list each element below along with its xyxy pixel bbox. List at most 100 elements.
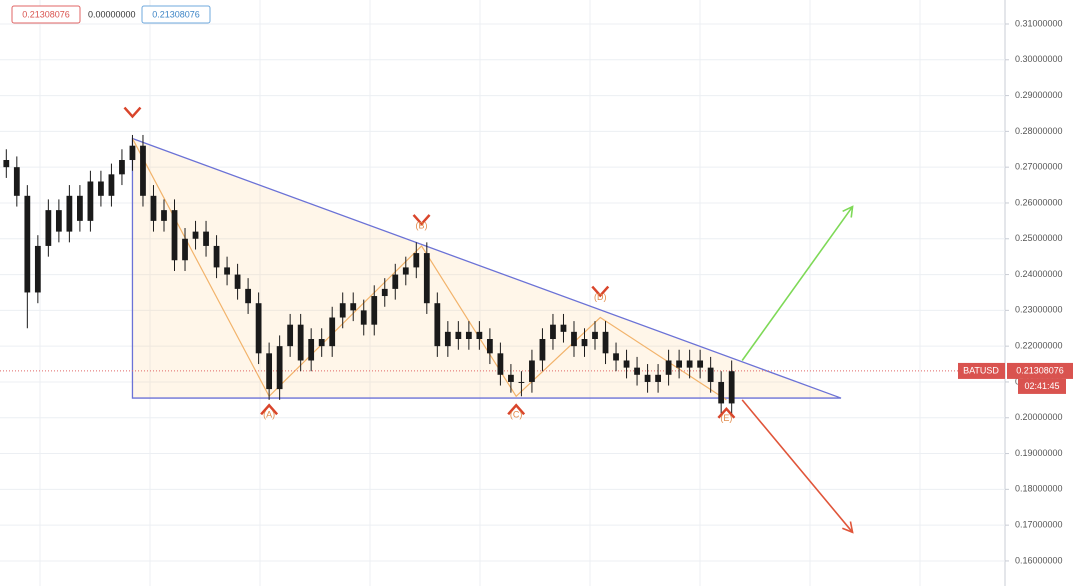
candle-body <box>686 360 693 368</box>
readout-value: 0.21308076 <box>22 9 70 19</box>
candle-body <box>276 346 283 390</box>
candle-body <box>108 174 115 196</box>
price-box <box>1007 362 1073 379</box>
candle-body <box>371 296 378 325</box>
candle-body <box>613 353 619 361</box>
wave-label: (A) <box>263 410 275 420</box>
plot: 0.31000000 0.30000000 0.29000000 0.28000000… <box>0 18 1073 565</box>
readout-value: 0.21308076 <box>152 9 200 19</box>
chevron <box>260 403 279 416</box>
symbol-box <box>958 362 1005 379</box>
countdown-label: 02:41:45 <box>1024 381 1059 391</box>
candle-body <box>255 303 262 354</box>
candle-body <box>602 331 609 354</box>
candle-body <box>718 381 725 404</box>
candle-body <box>623 360 630 368</box>
y-tick-label: 0.20000000 <box>1015 412 1063 422</box>
chevron <box>123 106 142 119</box>
wave-label: (B) <box>416 220 428 230</box>
countdown-box <box>1018 378 1066 394</box>
candle-body <box>518 381 525 383</box>
candle-body <box>529 360 535 382</box>
candle-body <box>634 367 640 375</box>
y-tick-label: 0.16000000 <box>1015 555 1063 565</box>
wave-label: (C) <box>510 410 523 420</box>
candle-body <box>655 374 661 382</box>
y-tick-label: 0.23000000 <box>1015 305 1063 315</box>
candle-body <box>486 338 493 354</box>
candle-body <box>129 145 136 161</box>
candle-body <box>234 274 241 289</box>
ohlc-readout: 0.21308076 0.00000000 0.21308076 <box>11 5 211 24</box>
candle-body <box>434 303 441 347</box>
y-tick-label: 0.28000000 <box>1015 126 1063 136</box>
candle-body <box>581 338 588 347</box>
candle-body <box>182 238 188 261</box>
readout-box <box>11 5 81 24</box>
chevron <box>717 406 736 419</box>
readout-box <box>141 5 211 24</box>
candle-body <box>571 331 577 347</box>
candle-body <box>318 338 325 347</box>
candle-body <box>707 367 714 382</box>
candle-body <box>98 181 104 196</box>
candle-body <box>329 317 336 347</box>
y-tick-label: 0.18000000 <box>1015 484 1063 494</box>
candle-body <box>150 195 157 221</box>
candle-body <box>66 195 73 232</box>
candle-body <box>350 303 357 311</box>
y-tick-label: 0.30000000 <box>1015 54 1063 64</box>
wave-label: (D) <box>594 292 607 302</box>
candle-body <box>476 331 483 339</box>
candle-body <box>539 338 546 361</box>
symbol-label: BATUSD <box>963 365 999 375</box>
wave-label: (E) <box>720 413 732 423</box>
candle-body <box>77 195 83 221</box>
y-tick-label: 0.19000000 <box>1015 448 1063 458</box>
candle-body <box>560 324 567 332</box>
candle-body <box>676 360 683 368</box>
candle-body <box>266 353 273 390</box>
y-tick-label: 0.17000000 <box>1015 520 1063 530</box>
arrow-head <box>842 521 854 534</box>
candle-body <box>665 360 672 375</box>
candle-body <box>308 338 315 361</box>
candle-body <box>644 374 651 382</box>
chevron <box>591 285 610 298</box>
last-price-label: 0.21308076 <box>1016 365 1064 375</box>
candle-body <box>402 267 409 275</box>
candle-body <box>413 253 420 268</box>
arrow-line <box>741 399 854 533</box>
candle-body <box>45 210 52 246</box>
chevron <box>412 214 431 226</box>
candle-body <box>34 245 41 293</box>
chevron <box>507 403 526 416</box>
y-tick-label: 0.27000000 <box>1015 162 1063 172</box>
candle-body <box>245 288 251 304</box>
candle-body <box>203 231 209 246</box>
y-tick-label: 0.25000000 <box>1015 233 1063 243</box>
candle-body <box>24 195 31 293</box>
candle-body <box>423 253 430 304</box>
candle-body <box>381 288 388 297</box>
y-tick-label: 0.31000000 <box>1015 18 1063 28</box>
y-tick-label: 0.22000000 <box>1015 341 1063 351</box>
candle-body <box>550 324 556 339</box>
candle-body <box>192 231 199 239</box>
candle-body <box>87 181 94 221</box>
candle-body <box>465 331 472 339</box>
candle-body <box>171 210 178 261</box>
candle-body <box>119 160 125 175</box>
candle-body <box>360 310 367 325</box>
candle-body <box>140 145 146 196</box>
vertical-grid <box>39 0 921 586</box>
candle-body <box>161 210 167 221</box>
candle-body <box>339 303 346 318</box>
candle-body <box>224 267 230 275</box>
y-tick-label: 0.26000000 <box>1015 197 1063 207</box>
candle-body <box>728 371 735 404</box>
candle-body <box>455 331 462 339</box>
candle-body <box>287 324 294 347</box>
candle-body <box>13 167 20 196</box>
